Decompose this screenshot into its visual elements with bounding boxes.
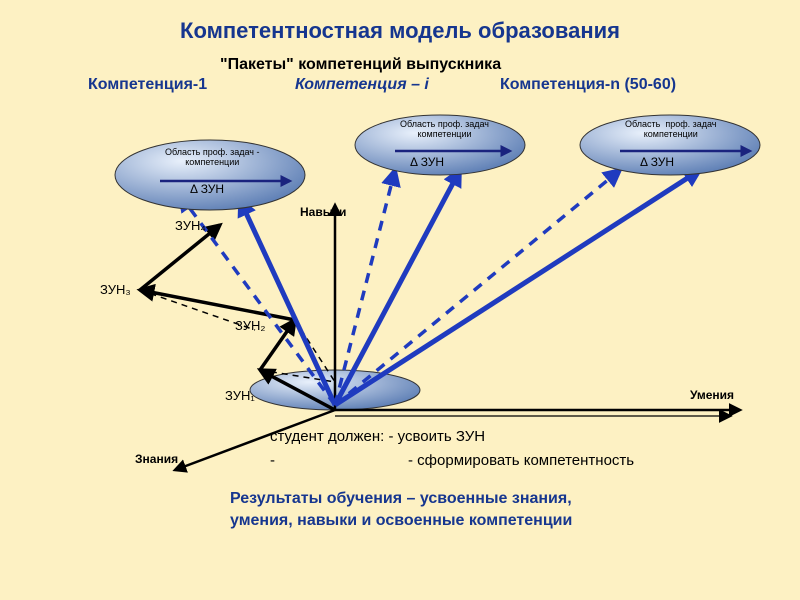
ellipse-label-0: Область проф. задач - компетенции [165,148,260,168]
ellipse-label-2: Область проф. задач компетенции [625,120,717,140]
subtitle: "Пакеты" компетенций выпускника [220,56,501,74]
main-title: Компетентностная модель образования [90,18,710,44]
ellipse-delta-0: Δ ЗУН [190,182,224,196]
zun-label-0: ЗУН₁ [225,388,255,403]
zun-label-2: ЗУН₃ [100,282,131,297]
bottom-line2a: - [270,452,275,469]
diagram-stage: Компетентностная модель образования "Паке… [0,0,800,600]
ellipse-delta-2: Δ ЗУН [640,155,674,169]
zun-label-1: ЗУН₂ [235,318,265,333]
competency-header-0: Компетенция-1 [88,76,207,94]
zun-label-3: ЗУН₄ [175,218,206,233]
ellipse-label-1: Область проф. задач компетенции [400,120,489,140]
competency-header-1: Компетенция – i [295,76,429,94]
axis-label-y: Навыки [300,205,346,219]
axis-label-z: Знания [135,452,178,466]
bottom-result2: умения, навыки и освоенные компетенции [230,512,572,530]
bottom-line1: студент должен: - усвоить ЗУН [270,428,485,445]
bottom-line2b: - сформировать компетентность [408,452,634,469]
ellipse-delta-1: Δ ЗУН [410,155,444,169]
competency-header-2: Компетенция-n (50-60) [500,76,676,94]
bottom-result1: Результаты обучения – усвоенные знания, [230,490,572,508]
axis-label-x: Умения [690,388,734,402]
